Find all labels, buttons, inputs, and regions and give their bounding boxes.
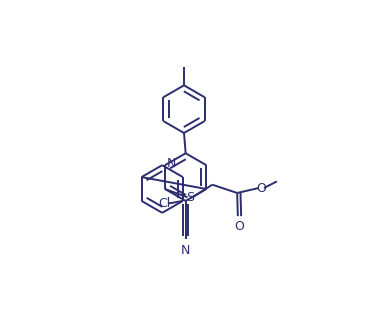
Text: N: N xyxy=(181,244,190,257)
Text: S: S xyxy=(186,191,194,204)
Text: O: O xyxy=(256,181,266,195)
Text: Cl: Cl xyxy=(158,197,170,210)
Text: N: N xyxy=(166,157,176,170)
Text: O: O xyxy=(234,220,244,233)
